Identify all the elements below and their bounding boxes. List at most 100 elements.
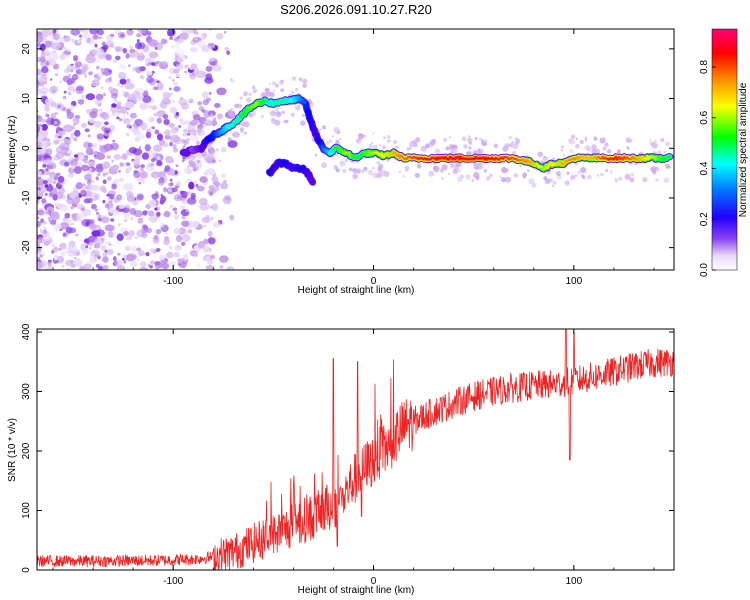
noise-speckle bbox=[140, 179, 145, 184]
noise-speckle bbox=[84, 154, 89, 158]
noise-speckle bbox=[135, 136, 140, 142]
ridge-halo bbox=[581, 175, 586, 180]
noise-speckle bbox=[60, 251, 66, 256]
ridge-halo bbox=[602, 146, 607, 151]
noise-speckle bbox=[99, 263, 103, 267]
noise-speckle bbox=[105, 172, 109, 175]
ridge-halo bbox=[584, 138, 588, 141]
noise-speckle bbox=[156, 80, 160, 83]
ridge-halo bbox=[302, 113, 305, 117]
ridge-halo bbox=[624, 173, 631, 180]
noise-speckle bbox=[140, 167, 144, 172]
noise-speckle bbox=[89, 37, 94, 42]
ridge-halo bbox=[652, 170, 657, 175]
ridge-halo bbox=[501, 177, 507, 183]
noise-speckle bbox=[178, 125, 182, 128]
noise-speckle bbox=[73, 137, 78, 142]
noise-speckle bbox=[168, 246, 173, 250]
noise-speckle bbox=[81, 63, 89, 72]
colorbar-ticks: 0.0 0.2 0.4 0.6 0.8 bbox=[699, 60, 716, 277]
ridge-halo bbox=[243, 91, 248, 97]
noise-speckle bbox=[173, 213, 180, 220]
noise-speckle bbox=[87, 134, 91, 138]
ridge-halo bbox=[386, 139, 391, 143]
noise-speckle bbox=[204, 77, 214, 84]
ridge-halo bbox=[434, 148, 441, 154]
noise-speckle bbox=[113, 154, 121, 160]
noise-speckle bbox=[80, 94, 87, 100]
noise-speckle bbox=[111, 164, 120, 170]
noise-speckle bbox=[112, 179, 120, 185]
noise-speckle bbox=[67, 149, 73, 155]
noise-speckle bbox=[152, 86, 158, 90]
noise-speckle bbox=[38, 236, 44, 244]
ridge-halo bbox=[568, 139, 571, 142]
noise-speckle bbox=[140, 122, 148, 131]
ridge-halo bbox=[181, 138, 186, 144]
noise-speckle bbox=[85, 147, 94, 155]
noise-speckle bbox=[91, 230, 101, 237]
ridge-halo bbox=[474, 137, 478, 140]
ridge-halo bbox=[268, 82, 271, 85]
ridge-halo bbox=[355, 138, 362, 144]
noise-speckle bbox=[197, 241, 205, 249]
ridge-halo bbox=[196, 159, 200, 164]
noise-speckle bbox=[49, 86, 58, 94]
noise-speckle bbox=[185, 64, 188, 68]
noise-speckle bbox=[84, 74, 88, 78]
noise-speckle bbox=[75, 85, 85, 92]
noise-speckle bbox=[65, 259, 73, 266]
noise-speckle bbox=[136, 247, 142, 252]
noise-speckle bbox=[178, 183, 182, 186]
noise-speckle bbox=[41, 265, 46, 270]
ridge-segment bbox=[301, 99, 307, 105]
noise-speckle bbox=[166, 251, 174, 259]
noise-speckle bbox=[89, 29, 99, 35]
noise-speckle bbox=[101, 41, 106, 46]
ridge-halo bbox=[335, 168, 340, 173]
ridge-halo bbox=[280, 88, 285, 93]
noise-speckle bbox=[62, 95, 67, 100]
noise-speckle bbox=[60, 204, 69, 213]
noise-speckle bbox=[49, 220, 54, 224]
noise-speckle bbox=[176, 58, 184, 63]
noise-speckle bbox=[113, 209, 119, 216]
x-tick-label: -100 bbox=[163, 276, 183, 287]
ridge-halo bbox=[335, 152, 339, 156]
noise-speckle bbox=[44, 210, 50, 215]
noise-speckle bbox=[37, 140, 42, 148]
ridge-halo bbox=[416, 163, 422, 169]
colorbar: 0.0 0.2 0.4 0.6 0.8 Normalized spectral ampl… bbox=[699, 28, 749, 277]
noise-speckle bbox=[188, 30, 194, 34]
ridge-halo bbox=[519, 164, 522, 167]
ridge-halo bbox=[483, 169, 487, 173]
noise-speckle bbox=[148, 210, 155, 217]
noise-speckle bbox=[168, 87, 172, 91]
ridge-halo bbox=[227, 137, 232, 142]
ridge-halo bbox=[372, 167, 375, 170]
noise-speckle bbox=[102, 44, 109, 50]
noise-speckle bbox=[154, 192, 159, 197]
ridge-halo bbox=[376, 160, 381, 165]
noise-speckle bbox=[115, 55, 121, 61]
noise-speckle bbox=[173, 251, 180, 258]
ridge-halo bbox=[443, 137, 448, 142]
noise-speckle bbox=[76, 39, 81, 44]
noise-speckle bbox=[39, 80, 45, 88]
noise-speckle bbox=[41, 66, 49, 74]
y-tick-label: 20 bbox=[21, 43, 32, 55]
noise-speckle bbox=[200, 32, 207, 41]
noise-speckle bbox=[122, 258, 125, 261]
ridge-halo bbox=[531, 182, 537, 188]
noise-speckle bbox=[97, 207, 101, 211]
noise-speckle bbox=[91, 79, 100, 87]
spectrogram-marks bbox=[37, 29, 674, 270]
ridge-halo bbox=[448, 172, 451, 175]
y-tick-label: 10 bbox=[21, 93, 32, 105]
noise-speckle bbox=[105, 129, 110, 134]
noise-speckle bbox=[37, 114, 43, 123]
noise-speckle bbox=[74, 61, 83, 68]
noise-speckle bbox=[59, 54, 66, 60]
noise-speckle bbox=[59, 243, 66, 248]
